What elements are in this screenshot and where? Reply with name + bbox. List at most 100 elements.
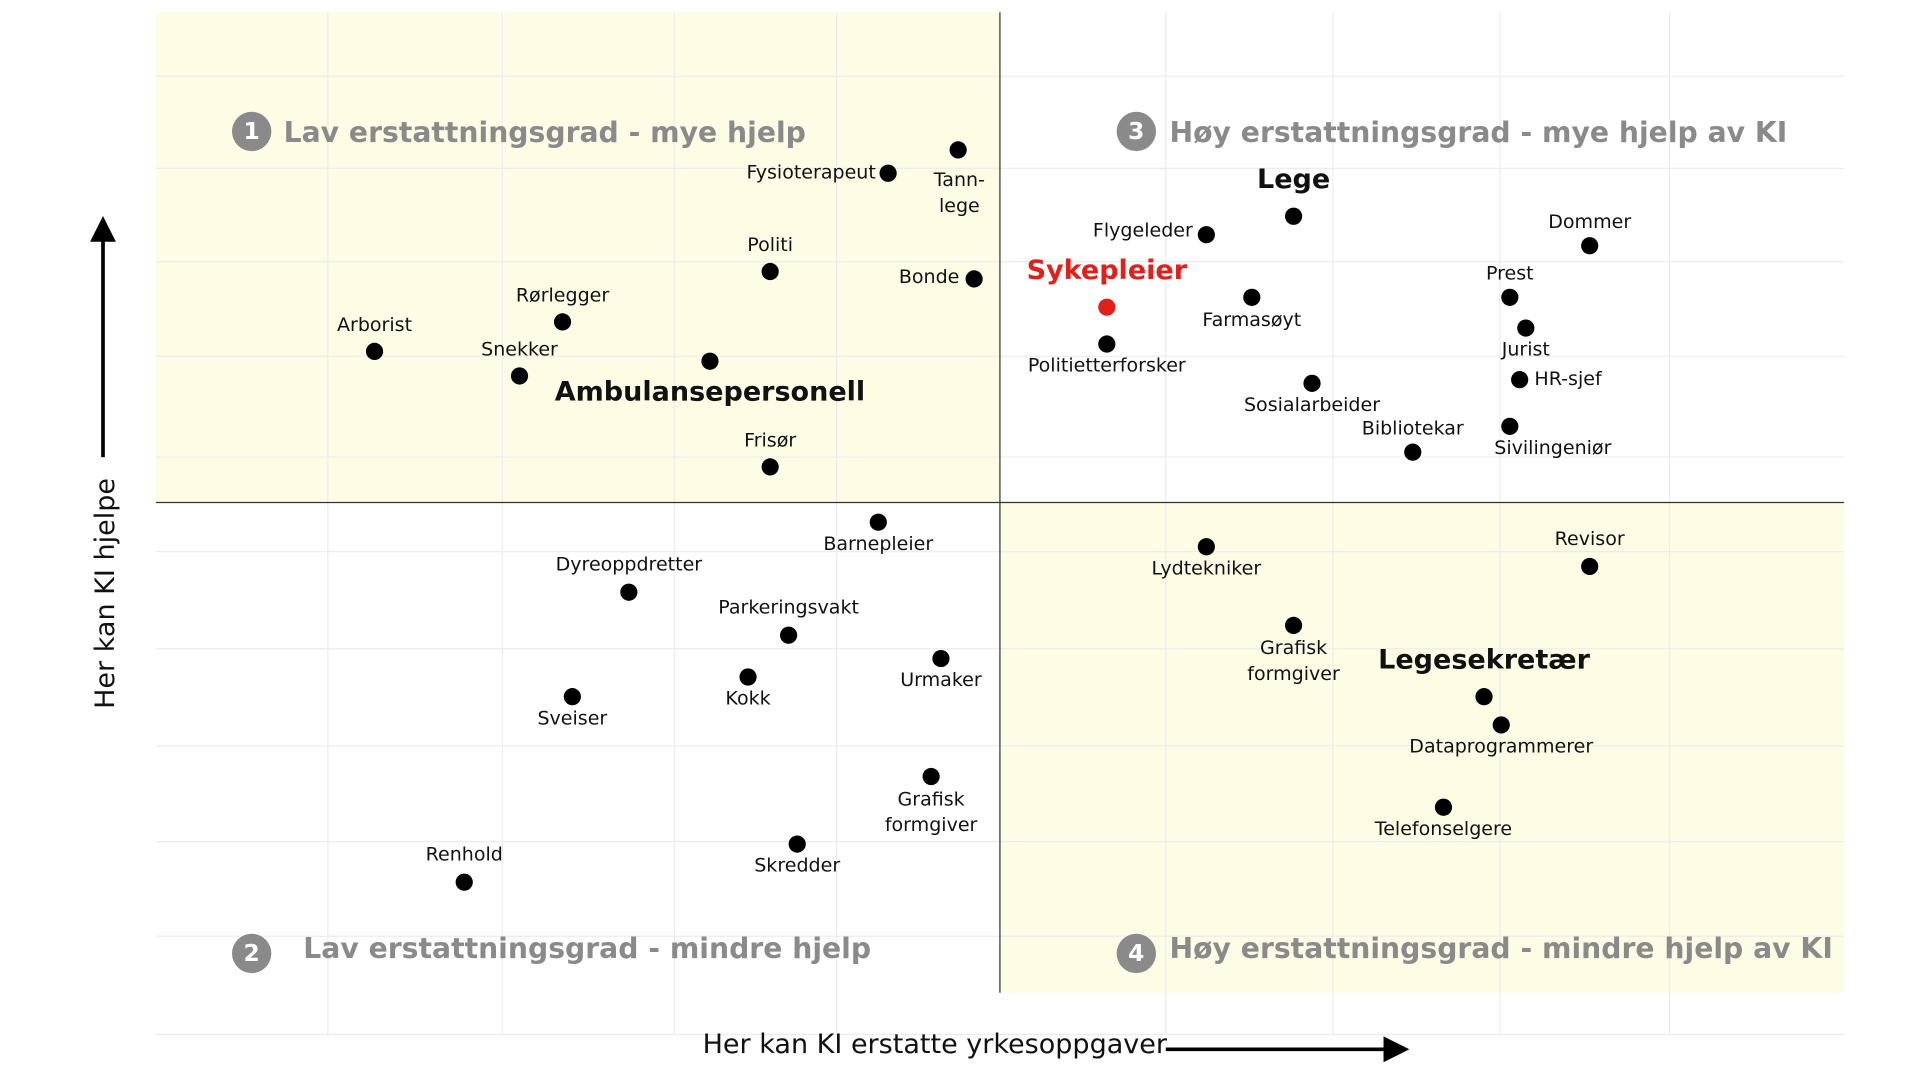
node: Grafisk formgiver xyxy=(885,767,978,836)
node-label: Sveiser xyxy=(537,707,607,729)
node-label: Jurist xyxy=(1501,339,1550,361)
quadrant-3-heading: 3 Høy erstattningsgrad - mye hjelp av KI xyxy=(1116,111,1787,152)
node: Tann-lege xyxy=(933,141,985,217)
node: Politi xyxy=(747,234,793,281)
node-label: Tann- xyxy=(933,169,985,191)
node: Snekker xyxy=(481,339,558,385)
node-label: Lege xyxy=(1257,164,1330,195)
node-label: Prest xyxy=(1486,262,1534,284)
node: Skredder xyxy=(754,835,840,877)
nodes: Fysioterapeut Tann-lege Politi Bonde Rørlegg… xyxy=(337,141,1631,891)
node-dot xyxy=(1501,417,1519,435)
node: Flygeleder xyxy=(1093,219,1215,244)
node: Fysioterapeut xyxy=(747,162,897,184)
node-label: Legesekretær xyxy=(1378,645,1590,676)
node-dot xyxy=(1243,288,1261,306)
node: Sivilingeniør xyxy=(1494,417,1612,459)
node-label: Politi xyxy=(747,234,793,256)
node-label: Rørlegger xyxy=(516,285,610,307)
node-dot xyxy=(780,626,798,644)
node-dot xyxy=(739,668,757,686)
node-label: Politietterforsker xyxy=(1028,355,1186,377)
background xyxy=(155,12,1845,993)
node-label: Revisor xyxy=(1555,528,1625,550)
node: Dyreoppdretter xyxy=(556,554,703,601)
node-label: Grafisk xyxy=(898,788,965,810)
node-dot xyxy=(1511,371,1529,389)
node-label: Dataprogrammerer xyxy=(1409,736,1593,758)
node-dot xyxy=(1098,335,1116,353)
node-dot xyxy=(510,367,529,385)
node: Sveiser xyxy=(537,688,607,729)
node-dot xyxy=(761,262,779,281)
node: Grafisk formgiver xyxy=(1247,616,1340,685)
node-dot xyxy=(620,583,638,601)
number-badge xyxy=(1116,111,1156,152)
node-label: Sosialarbeider xyxy=(1244,394,1380,416)
node-dot xyxy=(869,513,887,531)
node-label: Skredder xyxy=(754,855,840,877)
node-label: Dommer xyxy=(1548,211,1631,233)
node-label: Farmasøyt xyxy=(1202,309,1301,331)
node: Frisør xyxy=(744,430,796,476)
node-label: formgiver xyxy=(885,814,978,836)
y-axis-label: Her kan KI hjelpe xyxy=(90,478,121,709)
node-dot xyxy=(788,835,806,853)
node-label: Arborist xyxy=(337,314,412,336)
node-dot xyxy=(761,458,779,476)
node: Legesekretær xyxy=(1378,645,1591,706)
node: Ambulansepersonell xyxy=(555,352,865,408)
node-dot xyxy=(1197,538,1215,556)
node-dot xyxy=(553,313,572,331)
node-dot xyxy=(1434,798,1453,816)
quadrant-title: Høy erstattningsgrad - mindre hjelp av K… xyxy=(1169,932,1832,965)
node-dot xyxy=(965,270,983,288)
node: Telefonselgere xyxy=(1374,798,1512,840)
quadrant-title: Lav erstattningsgrad - mye hjelp xyxy=(284,116,806,149)
node-dot xyxy=(1475,688,1493,706)
node-dot xyxy=(1581,557,1599,576)
node-label: Sivilingeniør xyxy=(1494,437,1611,459)
node-dot xyxy=(1303,374,1321,392)
node: Arborist xyxy=(337,314,412,360)
node-dot xyxy=(1404,443,1422,461)
node: Politietterforsker xyxy=(1028,335,1186,377)
node: Dataprogrammerer xyxy=(1409,716,1593,758)
node-label: Kokk xyxy=(725,688,770,710)
node-dot xyxy=(1284,207,1303,225)
number-badge xyxy=(1116,933,1156,974)
node-label: lege xyxy=(939,195,980,217)
node-label: Frisør xyxy=(744,430,796,452)
node-label: formgiver xyxy=(1247,663,1340,685)
node-label: Renhold xyxy=(426,844,503,866)
node-dot xyxy=(879,164,897,182)
quadrant-1-fill xyxy=(155,12,1000,503)
quadrant-title: Lav erstattningsgrad - mindre hjelp xyxy=(303,932,871,965)
node: Farmasøyt xyxy=(1202,288,1301,331)
quadrant-title: Høy erstattningsgrad - mye hjelp av KI xyxy=(1169,116,1787,149)
node: Bibliotekar xyxy=(1362,417,1464,461)
quadrant-number: 1 xyxy=(244,117,260,145)
node: Kokk xyxy=(725,668,771,710)
node-label: Dyreoppdretter xyxy=(556,554,703,576)
node-dot xyxy=(1517,319,1535,337)
node-label: Telefonselgere xyxy=(1374,818,1512,840)
quadrant-number: 4 xyxy=(1128,939,1144,967)
node-label: Sykepleier xyxy=(1027,255,1188,286)
node-label: Barnepleier xyxy=(823,533,933,555)
quadrant-1-heading: 1 Lav erstattningsgrad - mye hjelp xyxy=(232,111,806,152)
node: Revisor xyxy=(1555,528,1625,576)
node: Renhold xyxy=(426,844,503,891)
number-badge xyxy=(232,933,272,974)
node-dot xyxy=(1197,226,1215,244)
node-dot xyxy=(701,352,719,370)
node-dot xyxy=(563,688,581,706)
node-label: Urmaker xyxy=(900,669,982,691)
node: Sykepleier xyxy=(1027,255,1188,316)
node-label: Grafisk xyxy=(1260,637,1327,659)
node: Urmaker xyxy=(900,649,982,691)
node-label: Fysioterapeut xyxy=(747,162,876,184)
node: Barnepleier xyxy=(823,513,933,555)
